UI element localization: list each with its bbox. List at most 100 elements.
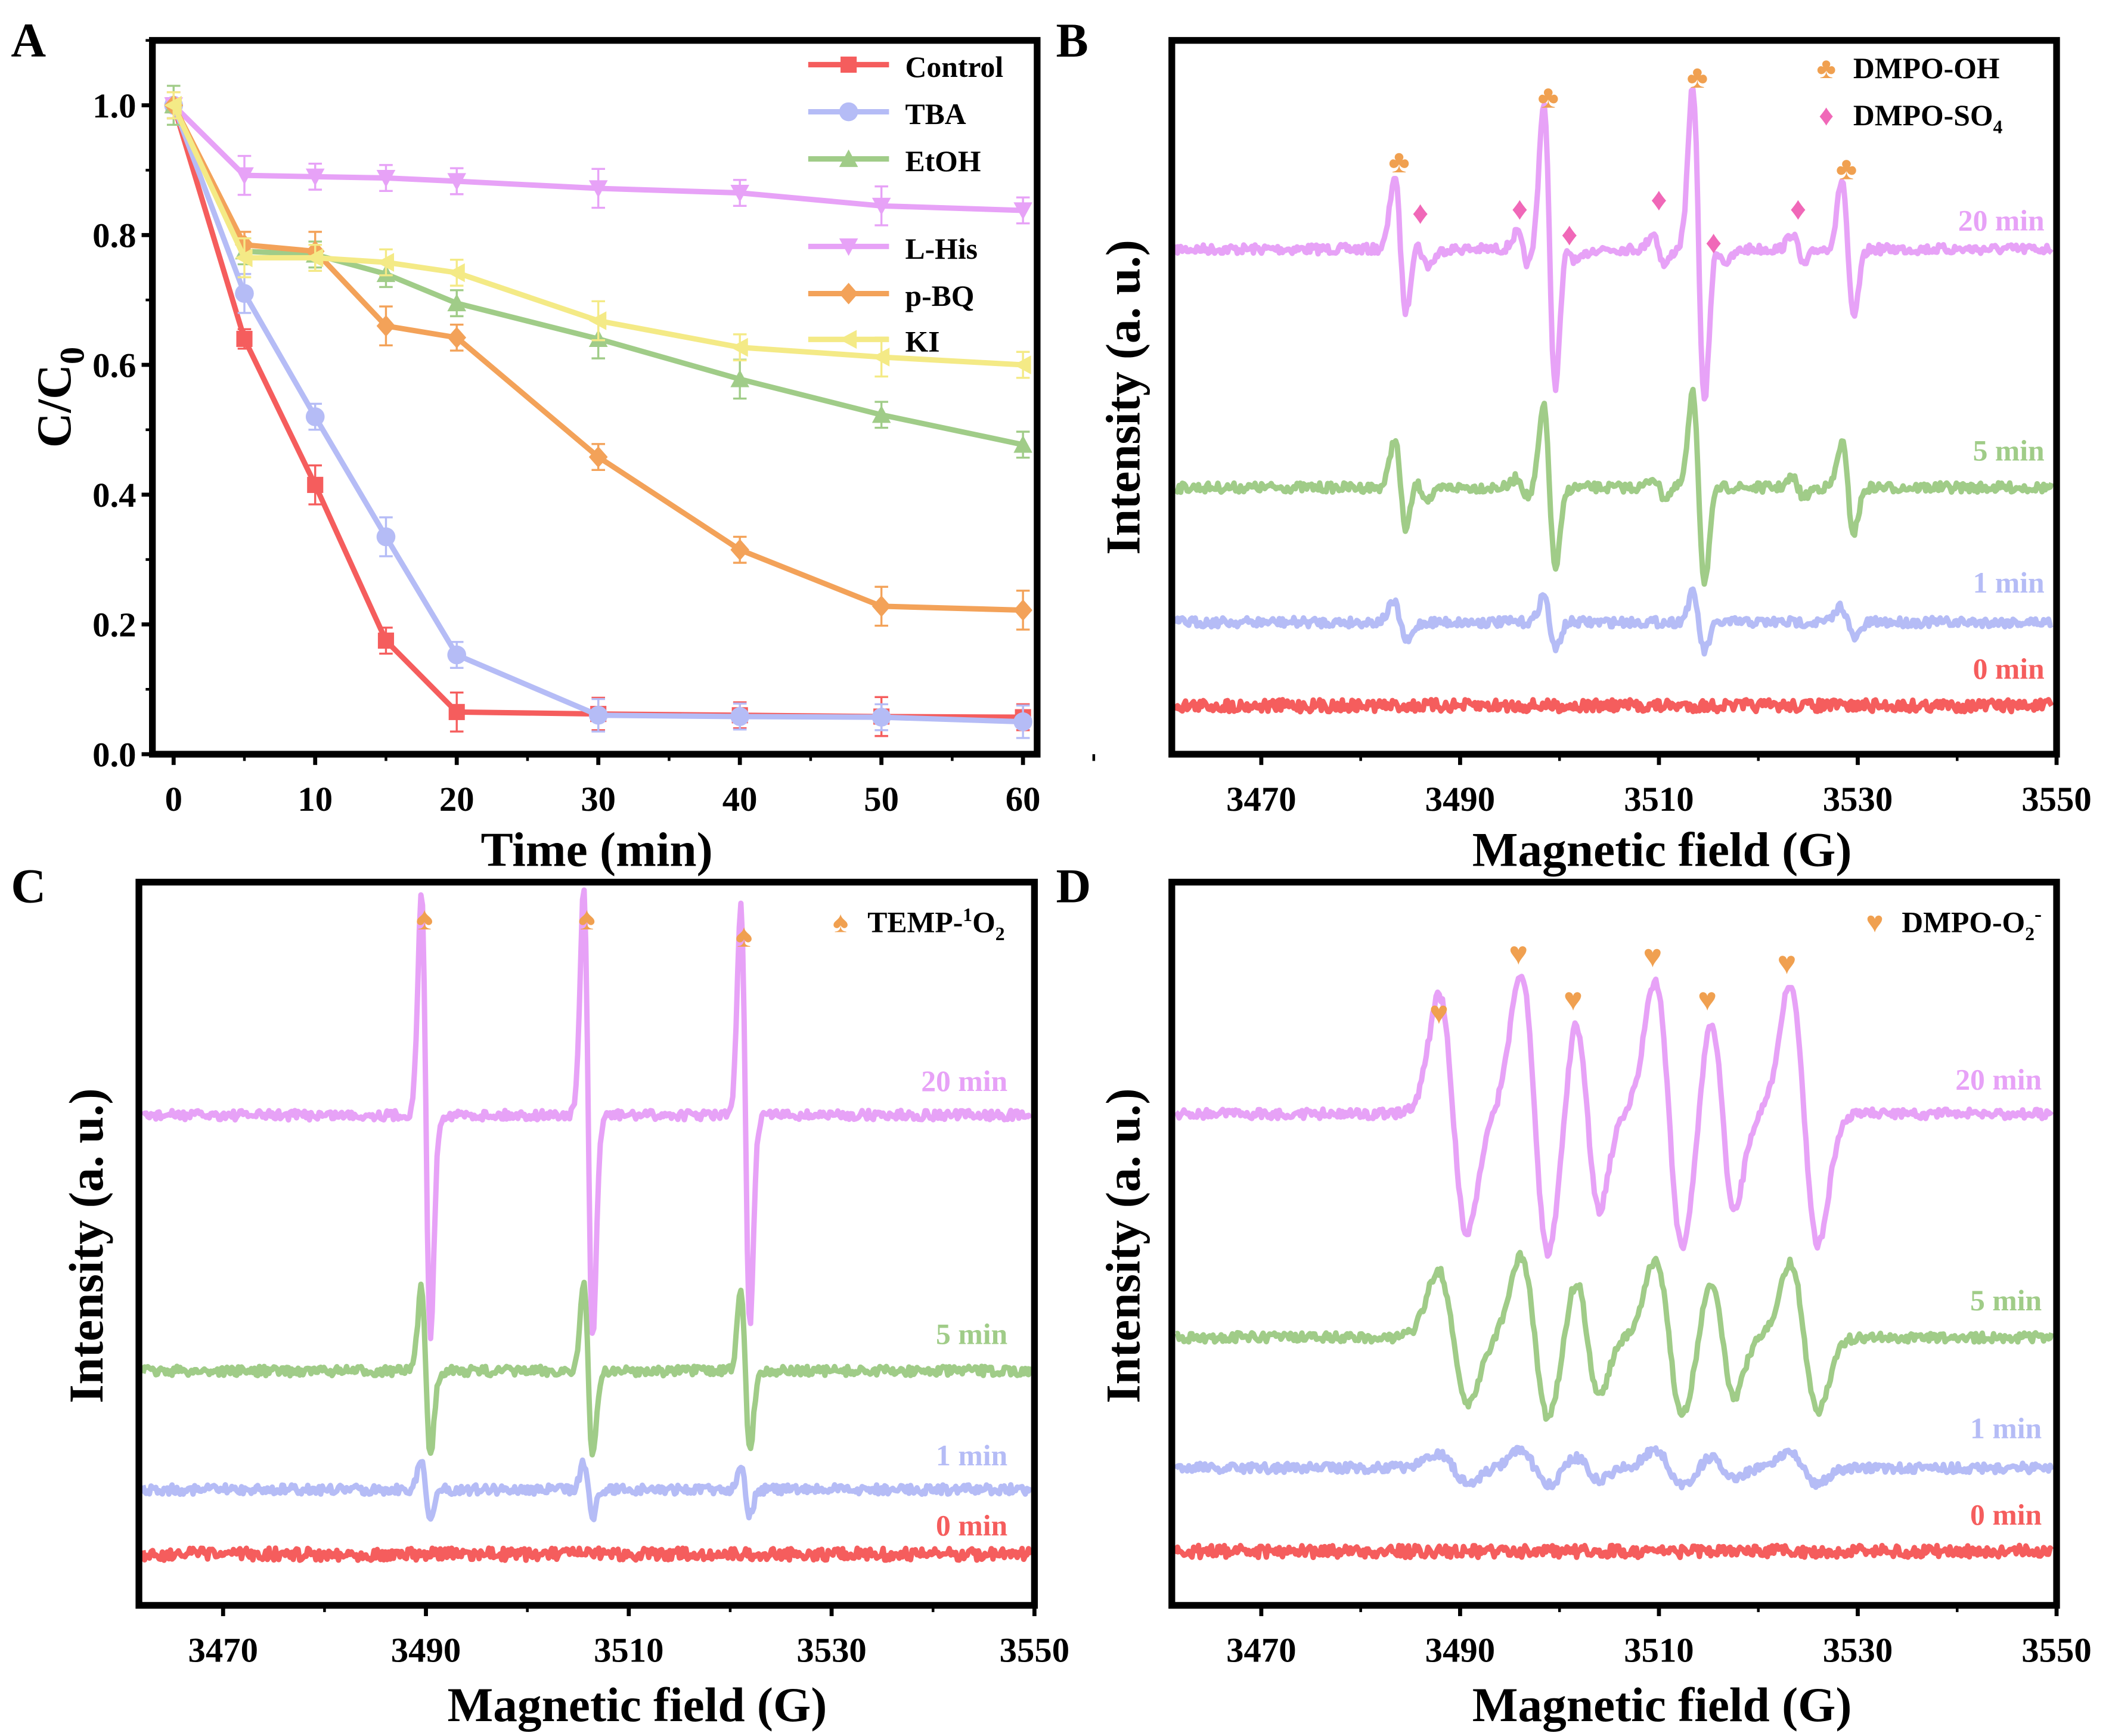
spectrum-line xyxy=(1173,1542,2054,1561)
spectrum-5-min: 5 min xyxy=(140,1279,1033,1458)
ylabel-sub: 0 xyxy=(52,347,91,364)
spectrum-line xyxy=(140,1457,1033,1523)
peak-marker-diamond-icon: ♦ xyxy=(1705,225,1722,261)
spectrum-1-min: 1 min xyxy=(1173,566,2054,657)
x-tick-label: 3490 xyxy=(1425,1631,1495,1670)
data-point xyxy=(1013,355,1031,374)
peak-marker-club-icon: ♣ xyxy=(1836,150,1857,186)
legend-symbol-icon: ♦ xyxy=(1819,99,1834,132)
time-label: 1 min xyxy=(1973,566,2045,599)
panel-c-ylabel: Intensity (a. u.) xyxy=(60,1088,113,1403)
peak-marker-diamond-icon: ♦ xyxy=(1651,181,1667,217)
spectrum-line xyxy=(1173,586,2054,657)
data-point xyxy=(1013,202,1032,220)
spectrum-line xyxy=(140,1545,1033,1563)
data-point xyxy=(376,527,396,547)
series-ki xyxy=(164,91,1031,379)
x-tick-label: 30 xyxy=(581,780,616,819)
panel-d-ylabel: Intensity (a. u.) xyxy=(1097,1088,1150,1403)
legend-label: TEMP-1O2 xyxy=(867,904,1004,944)
x-tick-label: 3530 xyxy=(1823,780,1893,819)
legend-label-main: DMPO-SO xyxy=(1853,99,1993,132)
legend-sub: 4 xyxy=(1993,117,2003,138)
peak-marker-heart-icon: ♥ xyxy=(1777,945,1796,981)
data-point xyxy=(730,337,748,357)
legend-label: TBA xyxy=(905,98,966,131)
legend-label-main: DMPO-OH xyxy=(1853,52,2000,85)
data-point xyxy=(305,407,325,426)
data-point xyxy=(730,370,749,388)
series-l-his xyxy=(164,91,1032,227)
spectrum-line xyxy=(1174,1250,2055,1422)
data-point xyxy=(236,330,253,348)
legend-label-main: DMPO-O xyxy=(1902,906,2025,938)
data-point xyxy=(730,539,749,561)
data-point xyxy=(376,169,396,188)
legend-sub: 2 xyxy=(2025,923,2035,944)
peak-marker-heart-icon: ♥ xyxy=(1564,981,1583,1017)
legend-item: L-His xyxy=(808,232,978,265)
panel-label-c: C xyxy=(11,860,46,913)
time-label: 0 min xyxy=(936,1509,1007,1542)
peak-marker-diamond-icon: ♦ xyxy=(1412,195,1429,231)
panel-a-frame xyxy=(148,37,1041,758)
data-point xyxy=(872,595,891,618)
peak-marker-heart-icon: ♥ xyxy=(1429,995,1449,1031)
panel-c-plot: 3470 3490 3510 3530 3550 20 min 5 min 1 min 0 mi… xyxy=(135,879,1069,1670)
legend-item: EtOH xyxy=(808,145,981,178)
data-point xyxy=(164,95,182,115)
spectrum-line xyxy=(1173,386,2055,587)
spectrum-5-min: 5 min xyxy=(1173,386,2055,587)
data-point xyxy=(305,248,324,268)
time-label: 1 min xyxy=(936,1439,1007,1472)
data-point xyxy=(447,327,467,349)
panel-b-plot: 3470 3490 3510 3530 3550 20 min 5 min 1 min 0 mi… xyxy=(1168,37,2092,819)
y-tick-label: 0.8 xyxy=(92,216,136,255)
legend-label: p-BQ xyxy=(905,280,974,312)
peak-marker-heart-icon: ♥ xyxy=(1643,938,1662,974)
peak-marker-diamond-icon: ♦ xyxy=(1561,216,1578,252)
time-label: 0 min xyxy=(1973,653,2045,686)
data-point xyxy=(447,173,467,191)
spectrum-line xyxy=(1173,697,2054,715)
legend-item: Control xyxy=(808,51,1003,83)
legend-symbol-icon: ♥ xyxy=(1866,906,1884,938)
x-tick-label: 3510 xyxy=(1624,1631,1694,1670)
panel-label-d: D xyxy=(1056,860,1091,913)
y-tick-label: 1.0 xyxy=(92,86,136,125)
data-point xyxy=(448,703,465,720)
legend-marker xyxy=(839,238,858,256)
legend-item: TBA xyxy=(808,98,966,131)
legend-label: DMPO-O2- xyxy=(1902,902,2042,944)
peak-marker-spade-icon: ♠ xyxy=(416,901,433,937)
data-point xyxy=(235,284,254,303)
x-tick-label: 3470 xyxy=(1226,1631,1296,1670)
legend-item: ♦ DMPO-SO4 xyxy=(1819,99,2002,138)
legend-label-main: TEMP- xyxy=(867,906,963,938)
panel-b-frame xyxy=(1168,37,2060,758)
data-point xyxy=(872,405,891,423)
spectrum-line xyxy=(1173,86,2054,402)
legend-label: Control xyxy=(905,51,1003,83)
data-point xyxy=(1013,435,1032,453)
x-tick-label: 3470 xyxy=(1226,780,1296,819)
peak-marker-club-icon: ♣ xyxy=(1537,79,1559,115)
data-point xyxy=(730,185,749,203)
legend-sup: 1 xyxy=(963,904,972,925)
time-label: 5 min xyxy=(1973,435,2045,467)
legend-marker xyxy=(839,283,858,305)
panel-d-plot: 3470 3490 3510 3530 3550 20 min 5 min 1 min 0 mi… xyxy=(1168,879,2092,1670)
legend-label: DMPO-SO4 xyxy=(1853,99,2003,138)
data-point xyxy=(588,311,607,330)
peak-marker-diamond-icon: ♦ xyxy=(1790,191,1807,227)
data-point xyxy=(447,645,467,665)
panel-b-ylabel: Intensity (a. u.) xyxy=(1097,240,1150,555)
legend-item: p-BQ xyxy=(808,280,974,312)
spectrum-0-min: 0 min xyxy=(1173,1498,2054,1561)
time-label: 20 min xyxy=(921,1065,1007,1098)
legend-item: ♣ DMPO-OH xyxy=(1816,52,1999,85)
panel-label-b: B xyxy=(1056,14,1088,67)
y-tick-label: 0.0 xyxy=(92,735,136,774)
time-label: 20 min xyxy=(1955,1064,2042,1096)
